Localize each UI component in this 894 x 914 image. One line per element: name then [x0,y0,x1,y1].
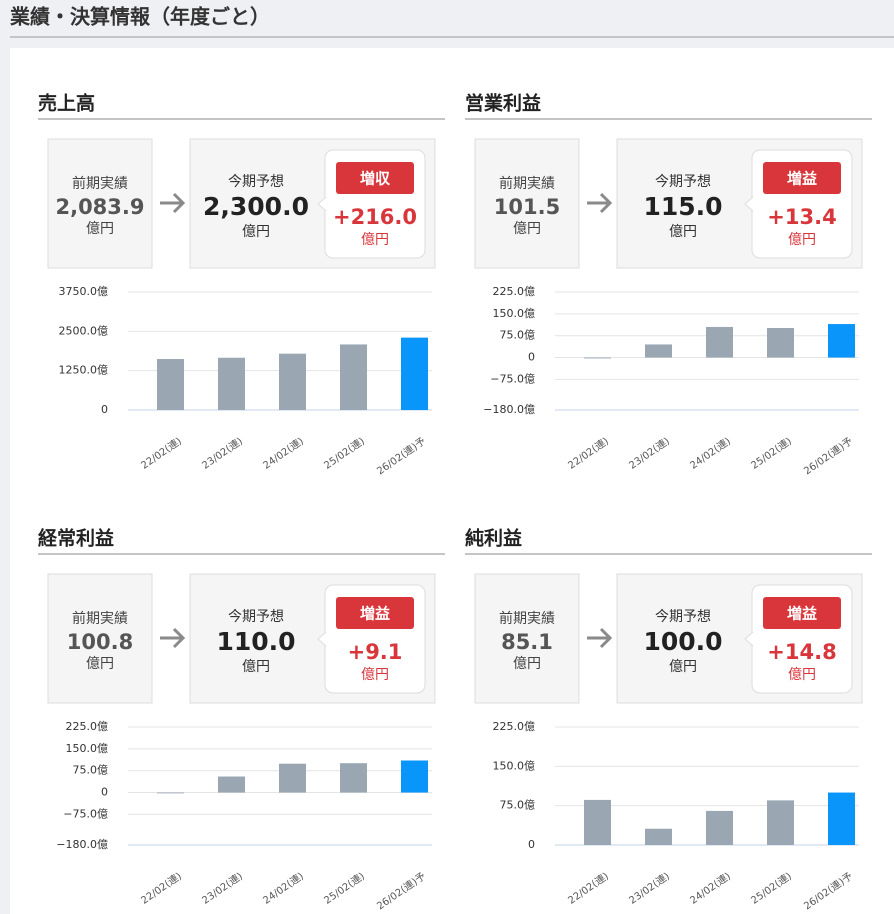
badge [336,162,414,194]
badge-text: 増益 [787,170,817,188]
forecast-label: 今期予想 [228,174,284,190]
y-tick-label: 75.0億 [500,799,536,812]
prev-label: 前期実績 [72,610,128,627]
page-title: 業績・決算情報（年度ごと） [10,5,270,29]
forecast-value: 100.0 [643,627,722,656]
bar [767,800,794,845]
bar [706,326,733,358]
y-tick-label: 0 [101,403,108,416]
y-tick-label: 150.0億 [493,759,536,772]
y-tick-label: 225.0億 [493,285,536,298]
y-tick-label: 2500.0億 [59,324,109,337]
prev-box [474,573,580,704]
bubble-pointer [744,631,754,647]
bar [157,792,184,794]
prev-unit: 億円 [513,656,541,672]
forecast-label: 今期予想 [655,609,711,625]
y-tick-label: 150.0億 [66,742,109,755]
y-tick-label: 0 [528,838,535,851]
y-tick-label: 0 [528,351,535,364]
bar [584,357,611,359]
section-title: 営業利益 [465,92,541,115]
prev-value: 101.5 [494,195,560,219]
bar [645,828,672,845]
prev-unit: 億円 [513,221,541,237]
bubble-pointer [744,196,754,212]
badge-text: 増益 [360,605,390,623]
bar [279,763,306,793]
y-tick-label: 75.0億 [73,764,109,777]
prev-box [474,138,580,269]
prev-box [47,138,153,269]
bar [828,324,855,358]
arrow [587,192,613,214]
forecast-label: 今期予想 [228,609,284,625]
badge-text: 増収 [360,170,391,188]
bar [584,799,611,845]
change-value: +13.4 [767,205,836,229]
prev-unit: 億円 [86,221,114,237]
y-tick-label: −75.0億 [63,807,108,820]
bar [218,357,245,410]
prev-box [47,573,153,704]
bar [279,353,306,410]
change-value: +14.8 [767,640,836,664]
y-tick-label: −180.0億 [56,838,108,851]
forecast-unit: 億円 [669,659,697,675]
section-title: 経常利益 [38,527,114,550]
arrow [160,192,186,214]
y-tick-label: 0 [101,786,108,799]
forecast-unit: 億円 [242,659,270,675]
change-unit: 億円 [788,232,816,248]
forecast-value: 110.0 [216,627,295,656]
bubble-pointer [317,631,327,647]
change-unit: 億円 [788,667,816,683]
prev-value: 100.8 [67,630,133,654]
bar [645,344,672,358]
bar [340,344,367,410]
bar [706,810,733,845]
section-title: 純利益 [465,527,522,550]
prev-label: 前期実績 [499,175,555,192]
forecast-value: 2,300.0 [203,192,309,221]
bar [340,763,367,793]
y-tick-label: 75.0億 [500,329,536,342]
y-tick-label: −180.0億 [483,403,535,416]
bar [767,327,794,358]
forecast-unit: 億円 [242,224,270,240]
change-value: +9.1 [348,640,403,664]
badge-text: 増益 [787,605,817,623]
prev-value: 85.1 [501,630,553,654]
prev-unit: 億円 [86,656,114,672]
bar [157,359,184,410]
change-unit: 億円 [361,232,389,248]
forecast-value: 115.0 [643,192,722,221]
change-unit: 億円 [361,667,389,683]
bar [218,776,245,793]
bar [401,337,428,410]
y-tick-label: 225.0億 [66,720,109,733]
arrow [160,627,186,649]
prev-value: 2,083.9 [55,195,144,219]
y-tick-label: −75.0億 [490,372,535,385]
bar [828,792,855,845]
bubble-pointer [317,196,327,212]
prev-label: 前期実績 [499,610,555,627]
arrow [587,627,613,649]
forecast-unit: 億円 [669,224,697,240]
forecast-label: 今期予想 [655,174,711,190]
badge [763,162,841,194]
change-value: +216.0 [333,205,417,229]
y-tick-label: 1250.0億 [59,364,109,377]
y-tick-label: 225.0億 [493,720,536,733]
badge [763,597,841,629]
badge [336,597,414,629]
prev-label: 前期実績 [72,175,128,192]
y-tick-label: 150.0億 [493,307,536,320]
y-tick-label: 3750.0億 [59,285,109,298]
section-title: 売上高 [38,92,95,115]
bar [401,760,428,793]
